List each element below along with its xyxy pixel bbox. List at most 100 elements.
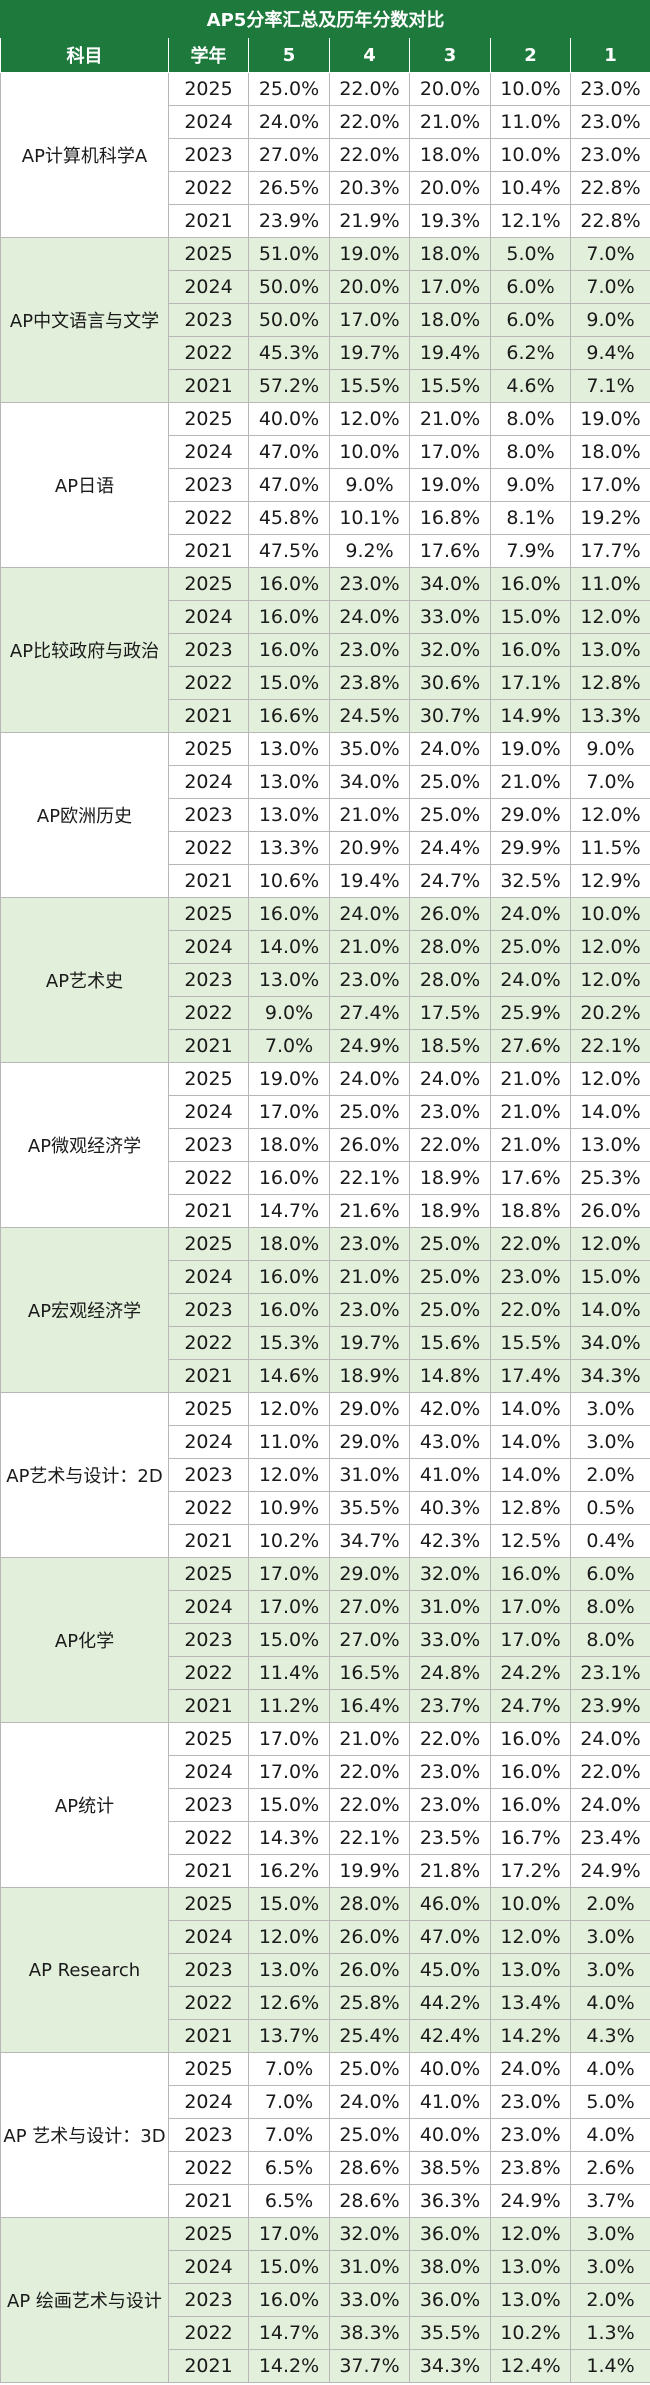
score-1-cell: 22.8% [570,204,650,238]
score-2-cell: 16.0% [490,1722,571,1756]
score-1-cell: 12.8% [570,666,650,700]
score-2-cell: 23.0% [490,2118,571,2152]
year-cell: 2025 [168,1887,249,1921]
year-cell: 2021 [168,1854,249,1888]
score-2-cell: 21.0% [490,1128,571,1162]
score-5-cell: 47.5% [248,534,330,568]
score-3-cell: 36.0% [409,2283,491,2317]
year-cell: 2021 [168,1524,249,1558]
score-5-cell: 47.0% [248,435,330,469]
table-row: 2021 11.2% 16.4% 23.7% 24.7% 23.9% [1,1689,650,1723]
score-2-cell: 17.0% [490,1623,571,1657]
score-3-cell: 25.0% [409,765,491,799]
score-2-cell: 22.0% [490,1227,571,1261]
score-1-cell: 4.0% [570,1986,650,2020]
score-5-cell: 15.0% [248,666,330,700]
year-cell: 2021 [168,1029,249,1063]
table-row: 2022 15.3% 19.7% 15.6% 15.5% 34.0% [1,1326,650,1360]
score-1-cell: 2.0% [570,2283,650,2317]
score-4-cell: 12.0% [329,402,410,436]
table-row: AP日语 2025 40.0% 12.0% 21.0% 8.0% 19.0% [0,402,650,568]
score-4-cell: 19.4% [329,864,410,898]
score-4-cell: 23.0% [329,1293,410,1327]
score-4-cell: 28.6% [329,2151,410,2185]
score-4-cell: 22.0% [329,72,410,106]
score-3-cell: 14.8% [409,1359,491,1393]
score-1-cell: 3.0% [570,1425,650,1459]
score-4-cell: 22.0% [329,1755,410,1789]
score-3-cell: 20.0% [409,72,491,106]
score-5-cell: 16.2% [248,1854,330,1888]
score-2-cell: 12.4% [490,2349,571,2383]
score-4-cell: 25.4% [329,2019,410,2053]
score-4-cell: 23.0% [329,567,410,601]
year-cell: 2021 [168,369,249,403]
score-1-cell: 6.0% [570,1557,650,1591]
score-2-cell: 15.5% [490,1326,571,1360]
score-4-cell: 10.1% [329,501,410,535]
year-cell: 2021 [168,699,249,733]
score-2-cell: 17.6% [490,1161,571,1195]
table-row: AP比较政府与政治 2025 16.0% 23.0% 34.0% 16.0% 11.0% [0,567,650,733]
score-4-cell: 21.0% [329,930,410,964]
header-score-5: 5 [248,37,330,73]
score-3-cell: 40.3% [409,1491,491,1525]
score-2-cell: 4.6% [490,369,571,403]
score-3-cell: 33.0% [409,600,491,634]
score-1-cell: 4.0% [570,2118,650,2152]
score-4-cell: 23.0% [329,1227,410,1261]
year-cell: 2024 [168,1755,249,1789]
score-1-cell: 3.7% [570,2184,650,2218]
score-2-cell: 24.0% [490,897,571,931]
year-cell: 2025 [168,897,249,931]
score-3-cell: 19.0% [409,468,491,502]
score-3-cell: 22.0% [409,1722,491,1756]
score-1-cell: 12.0% [570,798,650,832]
score-4-cell: 18.9% [329,1359,410,1393]
score-4-cell: 23.8% [329,666,410,700]
score-4-cell: 33.0% [329,2283,410,2317]
score-4-cell: 29.0% [329,1425,410,1459]
table-row: 2023 12.0% 31.0% 41.0% 14.0% 2.0% [1,1458,650,1492]
score-5-cell: 18.0% [248,1128,330,1162]
score-4-cell: 20.9% [329,831,410,865]
score-5-cell: 26.5% [248,171,330,205]
score-1-cell: 22.8% [570,171,650,205]
subject-name-cell: AP宏观经济学 [0,1227,169,1393]
score-3-cell: 23.7% [409,1689,491,1723]
score-1-cell: 7.0% [570,237,650,271]
table-row: 2021 47.5% 9.2% 17.6% 7.9% 17.7% [1,534,650,568]
score-4-cell: 16.4% [329,1689,410,1723]
score-2-cell: 13.0% [490,2283,571,2317]
score-1-cell: 22.0% [570,1755,650,1789]
score-4-cell: 21.9% [329,204,410,238]
score-3-cell: 25.0% [409,1227,491,1261]
score-4-cell: 22.0% [329,1788,410,1822]
score-5-cell: 12.0% [248,1920,330,1954]
score-4-cell: 35.5% [329,1491,410,1525]
score-1-cell: 7.0% [570,270,650,304]
score-5-cell: 15.3% [248,1326,330,1360]
score-1-cell: 7.0% [570,765,650,799]
score-2-cell: 5.0% [490,237,571,271]
score-4-cell: 19.7% [329,336,410,370]
score-3-cell: 31.0% [409,1590,491,1624]
table-row: AP微观经济学 2025 19.0% 24.0% 24.0% 21.0% 12.0% [0,1062,650,1228]
score-5-cell: 14.7% [248,2316,330,2350]
table-row: 2022 45.3% 19.7% 19.4% 6.2% 9.4% [1,336,650,370]
subject-name-cell: AP艺术与设计：2D [0,1392,169,1558]
table-row: 2021 13.7% 25.4% 42.4% 14.2% 4.3% [1,2019,650,2053]
score-3-cell: 44.2% [409,1986,491,2020]
year-cell: 2023 [168,1293,249,1327]
score-4-cell: 21.0% [329,1722,410,1756]
score-3-cell: 30.7% [409,699,491,733]
score-1-cell: 19.0% [570,402,650,436]
score-1-cell: 9.0% [570,732,650,766]
score-2-cell: 17.1% [490,666,571,700]
year-cell: 2023 [168,468,249,502]
score-1-cell: 25.3% [570,1161,650,1195]
score-1-cell: 12.0% [570,600,650,634]
score-3-cell: 42.3% [409,1524,491,1558]
